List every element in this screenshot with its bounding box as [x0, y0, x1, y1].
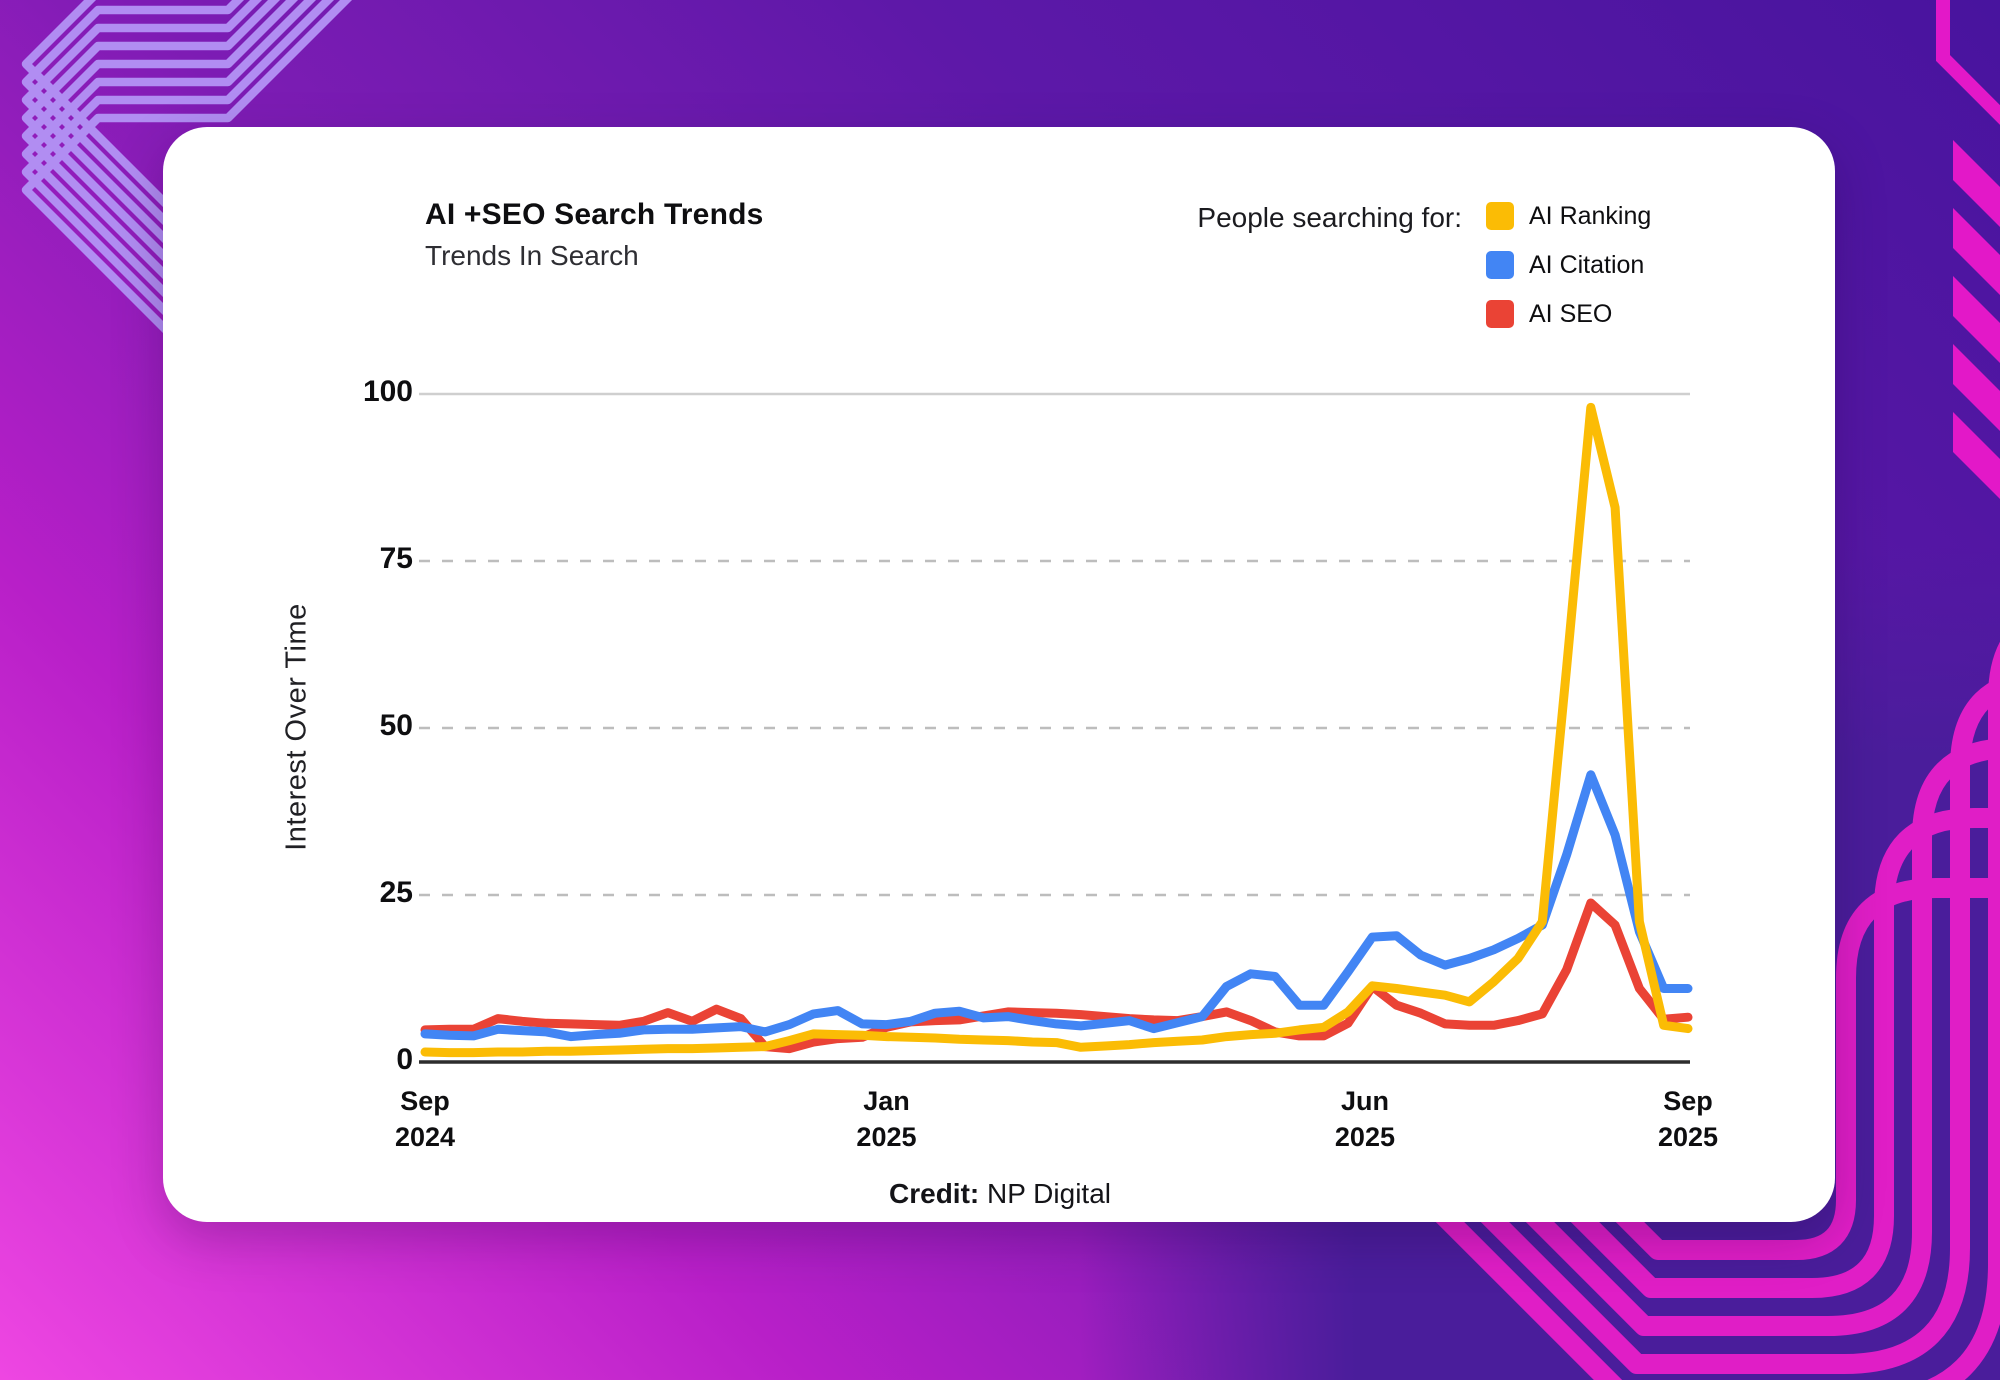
topright-ribbon-pattern	[1936, 0, 2000, 499]
topleft-circuit-pattern	[21, 0, 397, 561]
chart-card	[163, 127, 1835, 1222]
bottomright-circuit-pattern	[1424, 642, 2000, 1380]
